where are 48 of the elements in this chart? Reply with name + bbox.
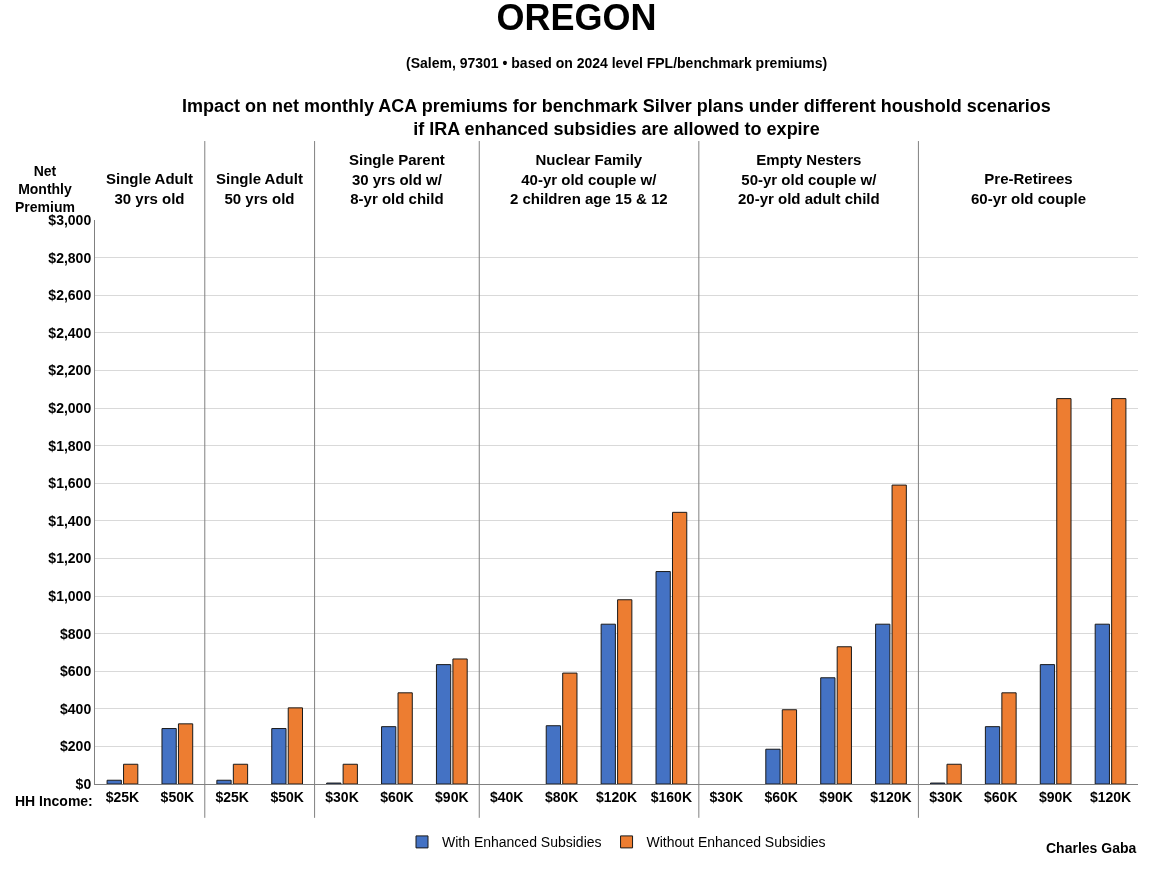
y-tick-label: $2,800 xyxy=(48,249,92,266)
text: Charles Gaba xyxy=(1046,840,1137,856)
x-tick-label: $25K xyxy=(215,788,249,805)
y-tick-label: $2,200 xyxy=(48,362,92,379)
y-tick-label: $1,200 xyxy=(48,550,92,567)
x-tick-label: $90K xyxy=(1038,788,1073,805)
text: Single Adult 50 yrs old xyxy=(216,170,303,207)
y-tick-label: $2,400 xyxy=(48,324,92,341)
text: Single Parent 30 yrs old w/ 8-yr old child xyxy=(349,151,445,207)
x-tick-label: $30K xyxy=(709,788,744,805)
y-tick-label: $3,000 xyxy=(48,211,92,228)
x-tick-label: $90K xyxy=(819,788,853,805)
x-tick-label: $80K xyxy=(544,788,579,805)
y-tick-label: $2,000 xyxy=(48,399,92,416)
text: Pre-Retirees 60-yr old couple xyxy=(971,170,1087,207)
x-tick-label: $40K xyxy=(489,788,524,805)
chart-title: OREGON xyxy=(496,0,657,38)
y-tick-label: $400 xyxy=(60,700,92,717)
x-tick-label: $30K xyxy=(929,788,963,805)
x-tick-label: $50K xyxy=(270,788,304,805)
y-tick-label: $800 xyxy=(60,625,92,642)
text: Impact on net monthly ACA premiums for benchmark Silver plans under different houshold scenarios if IRA enhanced subsidies are allowed to expire xyxy=(182,96,1051,140)
x-tick-label: $60K xyxy=(764,788,798,805)
x-tick-label: $25K xyxy=(105,788,140,805)
text: Nuclear Family 40-yr old couple w/ 2 children age 15 & 12 xyxy=(510,151,668,207)
y-tick-label: $200 xyxy=(60,738,92,755)
chart-subtitle: (Salem, 97301 • based on 2024 level FPL/benchmark premiums) xyxy=(406,55,828,71)
x-tick-label: $50K xyxy=(160,788,195,805)
text: Empty Nesters 50-yr old couple w/ 20-yr old adult child xyxy=(738,151,880,207)
x-tick-label: $60K xyxy=(984,788,1018,805)
y-tick-label: $1,600 xyxy=(48,475,92,492)
x-tick-label: $120K xyxy=(1089,788,1132,805)
legend-label: With Enhanced Subsidies xyxy=(442,834,602,851)
y-tick-label: $2,600 xyxy=(48,287,92,304)
y-tick-label: $1,800 xyxy=(48,437,92,454)
x-axis-title: HH Income: xyxy=(15,793,93,809)
x-tick-label: $120K xyxy=(870,788,912,805)
text: Single Adult 30 yrs old xyxy=(106,170,193,207)
y-tick-label: $1,400 xyxy=(48,512,92,529)
y-tick-label: $600 xyxy=(60,663,92,680)
y-tick-label: $1,000 xyxy=(48,587,92,604)
x-tick-label: $90K xyxy=(435,788,469,805)
legend-label: Without Enhanced Subsidies xyxy=(646,834,826,851)
y-tick-label: $0 xyxy=(75,775,92,792)
x-tick-label: $120K xyxy=(595,788,638,805)
x-tick-label: $60K xyxy=(380,788,414,805)
x-tick-label: $30K xyxy=(325,788,359,805)
x-tick-label: $160K xyxy=(650,788,693,805)
